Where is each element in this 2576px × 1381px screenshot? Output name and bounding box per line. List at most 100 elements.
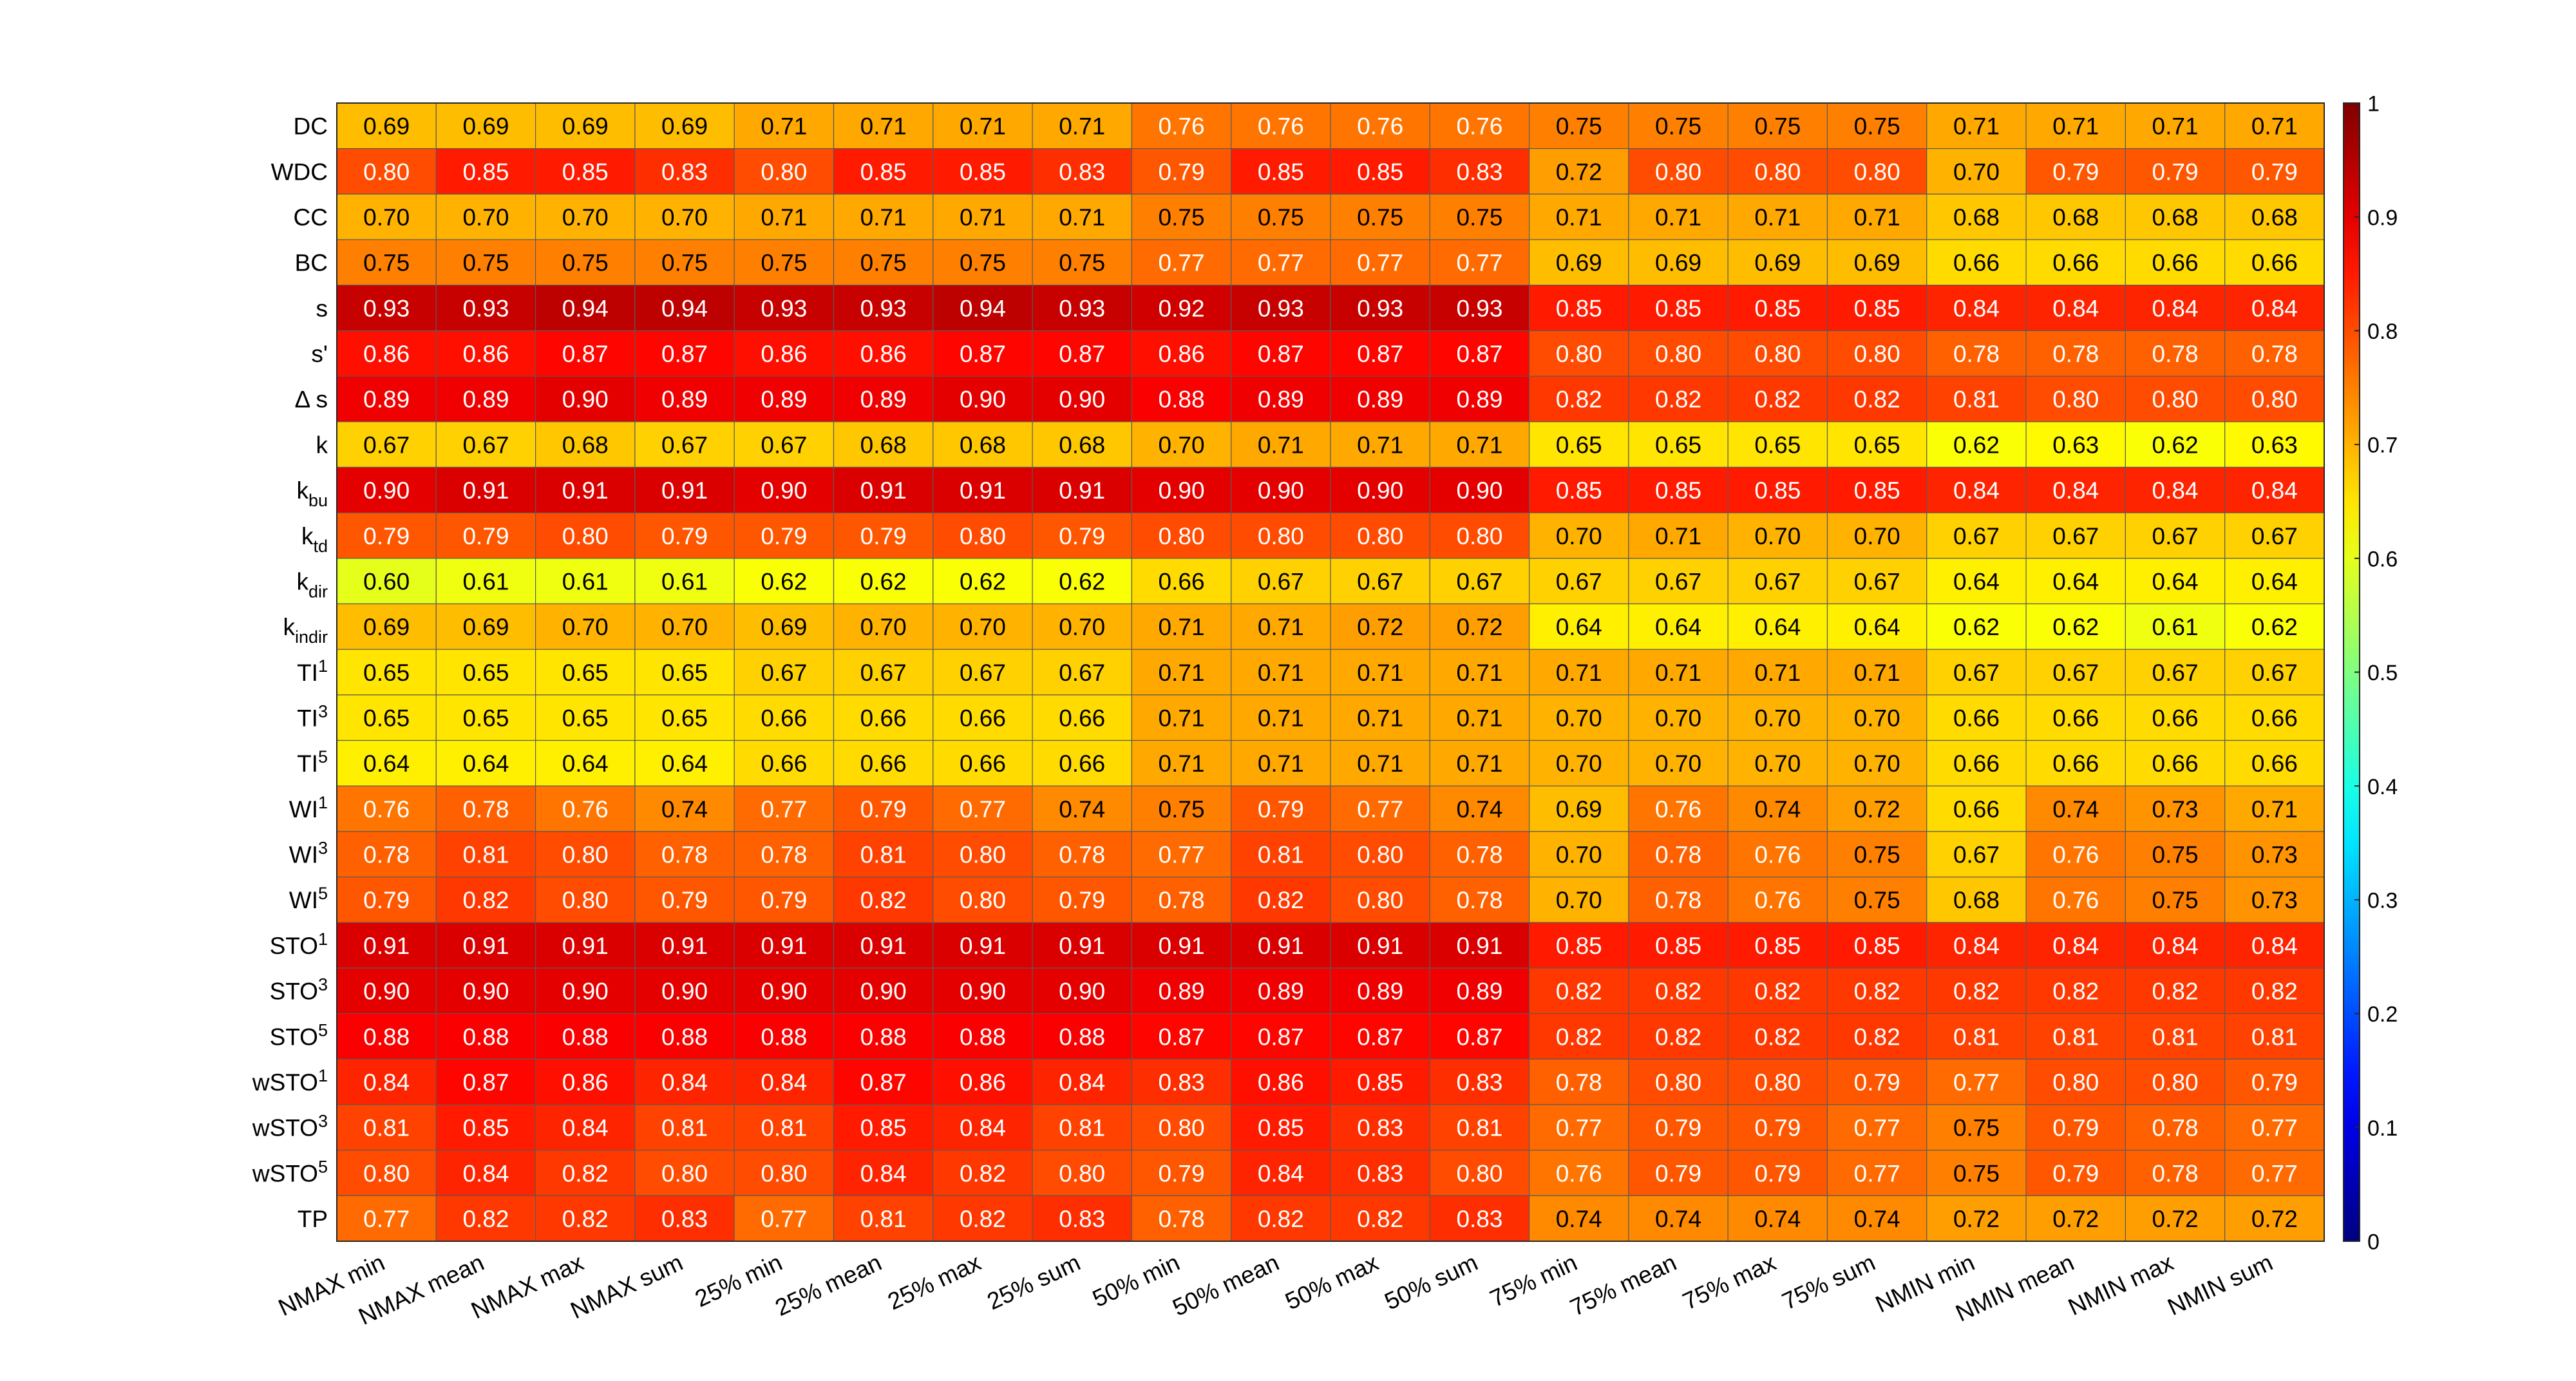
cell-value-label: 0.72 xyxy=(2152,1206,2199,1232)
cell-value-label: 0.83 xyxy=(1059,1206,1105,1232)
cell-value-label: 0.67 xyxy=(363,432,410,458)
heatmap-cell xyxy=(734,330,835,377)
y-label-superscript: 3 xyxy=(318,702,328,721)
heatmap-cell xyxy=(634,739,735,786)
heatmap-cell xyxy=(734,148,835,195)
heatmap-cell xyxy=(1628,967,1728,1014)
cell-value-label: 0.85 xyxy=(860,158,907,185)
cell-value-label: 0.84 xyxy=(2052,933,2099,959)
cell-value-label: 0.84 xyxy=(2052,295,2099,321)
cell-value-label: 0.68 xyxy=(1059,432,1105,458)
heatmap-cell xyxy=(1727,922,1828,969)
cell-value-label: 0.80 xyxy=(1456,1160,1502,1186)
cell-value-label: 0.86 xyxy=(1258,1069,1304,1096)
heatmap-cell xyxy=(1826,285,1927,332)
heatmap-cell xyxy=(2025,1013,2126,1060)
cell-value-label: 0.94 xyxy=(562,295,609,321)
heatmap-cell xyxy=(435,1150,536,1196)
heatmap-cell xyxy=(1032,148,1132,195)
cell-value-label: 0.80 xyxy=(363,1160,410,1186)
heatmap-cell xyxy=(1926,148,2027,195)
cell-value-label: 0.82 xyxy=(1854,978,1900,1005)
heatmap-cell xyxy=(1926,739,2027,786)
cell-value-label: 0.79 xyxy=(1854,1069,1900,1096)
heatmap-cell xyxy=(833,466,934,513)
heatmap-cell xyxy=(1727,193,1828,240)
heatmap-cell xyxy=(1032,785,1132,832)
heatmap-cell xyxy=(1826,1058,1927,1105)
heatmap-cell xyxy=(1231,1058,1331,1105)
heatmap-cell xyxy=(1131,694,1232,741)
cell-value-label: 0.86 xyxy=(761,341,807,367)
cell-value-label: 0.69 xyxy=(462,614,509,640)
cell-value-label: 0.74 xyxy=(1059,796,1105,823)
heatmap-cell xyxy=(435,1058,536,1105)
cell-value-label: 0.87 xyxy=(1258,341,1304,367)
cell-value-label: 0.78 xyxy=(2152,1160,2199,1186)
heatmap-cell xyxy=(2125,193,2226,240)
cell-value-label: 0.73 xyxy=(2251,842,2298,868)
cell-value-label: 0.92 xyxy=(1159,295,1205,321)
y-label: DC xyxy=(294,113,328,140)
heatmap-cell xyxy=(734,739,835,786)
heatmap-cell xyxy=(833,1104,934,1151)
cell-value-label: 0.69 xyxy=(1854,250,1900,276)
cell-value-label: 0.64 xyxy=(2052,568,2099,595)
heatmap-cell xyxy=(1429,694,1530,741)
cell-value-label: 0.66 xyxy=(1953,796,2000,823)
cell-value-label: 0.66 xyxy=(2152,705,2199,732)
cell-value-label: 0.85 xyxy=(562,158,609,185)
cell-value-label: 0.84 xyxy=(1953,477,2000,504)
heatmap-cell xyxy=(1131,376,1232,423)
cell-value-label: 0.71 xyxy=(1159,750,1205,777)
y-label-superscript: 5 xyxy=(318,747,328,767)
heatmap-cell xyxy=(435,739,536,786)
heatmap-cell xyxy=(1926,649,2027,696)
cell-value-label: 0.80 xyxy=(960,887,1006,913)
cell-value-label: 0.80 xyxy=(2152,1069,2199,1096)
heatmap-cell xyxy=(833,785,934,832)
y-label: WI5 xyxy=(289,884,328,913)
cell-value-label: 0.67 xyxy=(1456,568,1502,595)
y-label: STO1 xyxy=(270,929,328,959)
cell-value-label: 0.85 xyxy=(1258,1115,1304,1141)
heatmap-cell xyxy=(1032,330,1132,377)
heatmap-cell xyxy=(1330,876,1430,923)
cell-value-label: 0.62 xyxy=(761,568,807,595)
heatmap-cell xyxy=(535,1058,636,1105)
cell-value-label: 0.70 xyxy=(562,204,609,231)
cell-value-label: 0.66 xyxy=(2052,705,2099,732)
cell-value-label: 0.64 xyxy=(1754,614,1801,640)
heatmap-cell xyxy=(634,1195,735,1242)
cell-value-label: 0.71 xyxy=(860,113,907,140)
cell-value-label: 0.84 xyxy=(960,1115,1006,1141)
heatmap-cell xyxy=(1826,649,1927,696)
cell-value-label: 0.78 xyxy=(2251,341,2298,367)
heatmap-cell xyxy=(933,558,1033,605)
cell-value-label: 0.81 xyxy=(661,1115,708,1141)
cell-value-label: 0.87 xyxy=(462,1069,509,1096)
heatmap-cell xyxy=(1429,1013,1530,1060)
cell-value-label: 0.75 xyxy=(462,250,509,276)
cell-value-label: 0.90 xyxy=(1258,477,1304,504)
cell-value-label: 0.70 xyxy=(1655,705,1701,732)
cell-value-label: 0.71 xyxy=(1159,705,1205,732)
cell-value-label: 0.80 xyxy=(1754,158,1801,185)
cell-value-label: 0.89 xyxy=(1159,978,1205,1005)
heatmap-cell xyxy=(535,603,636,650)
cell-value-label: 0.89 xyxy=(1456,978,1502,1005)
heatmap-cell xyxy=(2025,1150,2126,1196)
heatmap-cell xyxy=(833,421,934,468)
heatmap-cell xyxy=(1231,1104,1331,1151)
y-label-base: WI xyxy=(289,842,318,868)
heatmap-cell xyxy=(2025,148,2126,195)
cell-value-label: 0.80 xyxy=(1456,523,1502,549)
y-label-superscript: 3 xyxy=(318,1112,328,1131)
heatmap-cell xyxy=(1926,603,2027,650)
cell-value-label: 0.82 xyxy=(1357,1206,1403,1232)
heatmap-cell xyxy=(1926,876,2027,923)
cell-value-label: 0.91 xyxy=(363,933,410,959)
heatmap-cell xyxy=(1727,330,1828,377)
y-label: wSTO3 xyxy=(252,1112,328,1141)
cell-value-label: 0.91 xyxy=(562,477,609,504)
